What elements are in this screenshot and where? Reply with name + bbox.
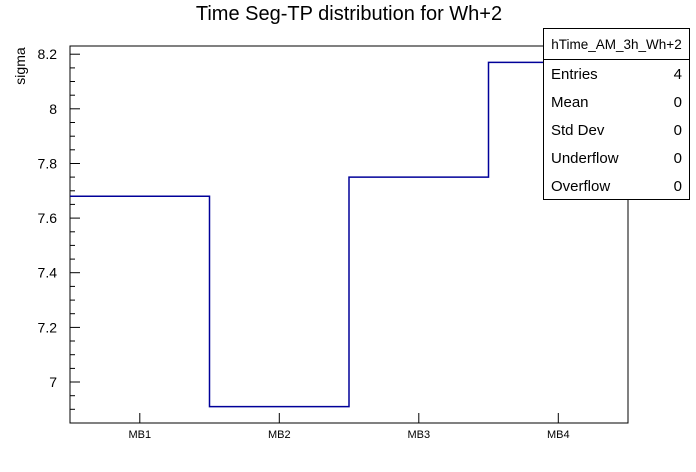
stats-row-value: 0 bbox=[673, 93, 682, 111]
y-tick-label: 7.2 bbox=[38, 319, 58, 335]
stats-row: Overflow 0 bbox=[544, 173, 689, 201]
stats-box-title: hTime_AM_3h_Wh+2 bbox=[544, 29, 689, 60]
stats-row: Mean 0 bbox=[544, 88, 689, 116]
x-tick-label: MB2 bbox=[268, 429, 291, 441]
stats-row-label: Entries bbox=[551, 65, 598, 83]
x-tick-label: MB4 bbox=[547, 429, 570, 441]
stats-row-value: 0 bbox=[673, 150, 682, 168]
stats-rows: Entries 4 Mean 0 Std Dev 0 Underflow 0 Overflow 0 bbox=[544, 60, 689, 201]
stats-box: hTime_AM_3h_Wh+2 Entries 4 Mean 0 Std Dev 0 Un… bbox=[543, 28, 690, 200]
stats-row-label: Overflow bbox=[551, 178, 611, 196]
stats-row-value: 4 bbox=[673, 65, 682, 83]
y-tick-label: 8 bbox=[49, 101, 57, 117]
plot-frame bbox=[69, 45, 629, 424]
stats-row-value: 0 bbox=[673, 178, 682, 196]
y-tick-label: 7.4 bbox=[38, 265, 58, 281]
stats-row-label: Mean bbox=[551, 93, 589, 111]
stats-row-value: 0 bbox=[673, 121, 682, 139]
y-tick-label: 8.2 bbox=[38, 46, 58, 62]
histogram-step-line bbox=[70, 61, 628, 408]
stats-row: Entries 4 bbox=[544, 60, 689, 88]
stats-row: Underflow 0 bbox=[544, 145, 689, 173]
stats-row-label: Std Dev bbox=[551, 121, 605, 139]
chart-title: Time Seg-TP distribution for Wh+2 bbox=[195, 3, 503, 25]
stats-row: Std Dev 0 bbox=[544, 116, 689, 144]
y-tick-label: 7 bbox=[49, 374, 57, 390]
stats-row-label: Underflow bbox=[551, 150, 619, 168]
x-tick-label: MB1 bbox=[128, 429, 151, 441]
y-tick-label: 7.8 bbox=[38, 156, 58, 172]
x-tick-label: MB3 bbox=[407, 429, 430, 441]
y-tick-label: 7.6 bbox=[38, 210, 58, 226]
